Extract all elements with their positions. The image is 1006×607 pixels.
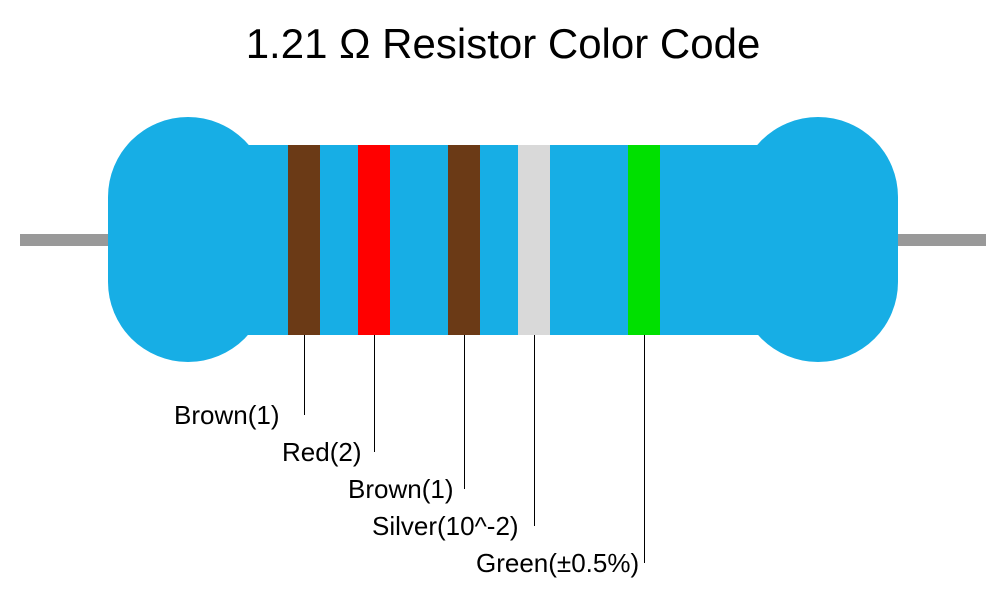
band-4 [518, 145, 550, 335]
band-label-5: Green(±0.5%) [476, 548, 639, 579]
band-1 [288, 145, 320, 335]
leader-line-2 [374, 335, 375, 452]
band-label-1: Brown(1) [174, 400, 279, 431]
band-label-3: Brown(1) [348, 474, 453, 505]
resistor-diagram [0, 110, 1006, 370]
band-3 [448, 145, 480, 335]
leader-line-4 [534, 335, 535, 526]
leader-line-3 [464, 335, 465, 489]
band-label-2: Red(2) [282, 437, 361, 468]
band-5 [628, 145, 660, 335]
diagram-title: 1.21 Ω Resistor Color Code [0, 20, 1006, 68]
band-2 [358, 145, 390, 335]
leader-line-1 [304, 335, 305, 415]
band-label-4: Silver(10^-2) [372, 511, 519, 542]
leader-line-5 [644, 335, 645, 563]
